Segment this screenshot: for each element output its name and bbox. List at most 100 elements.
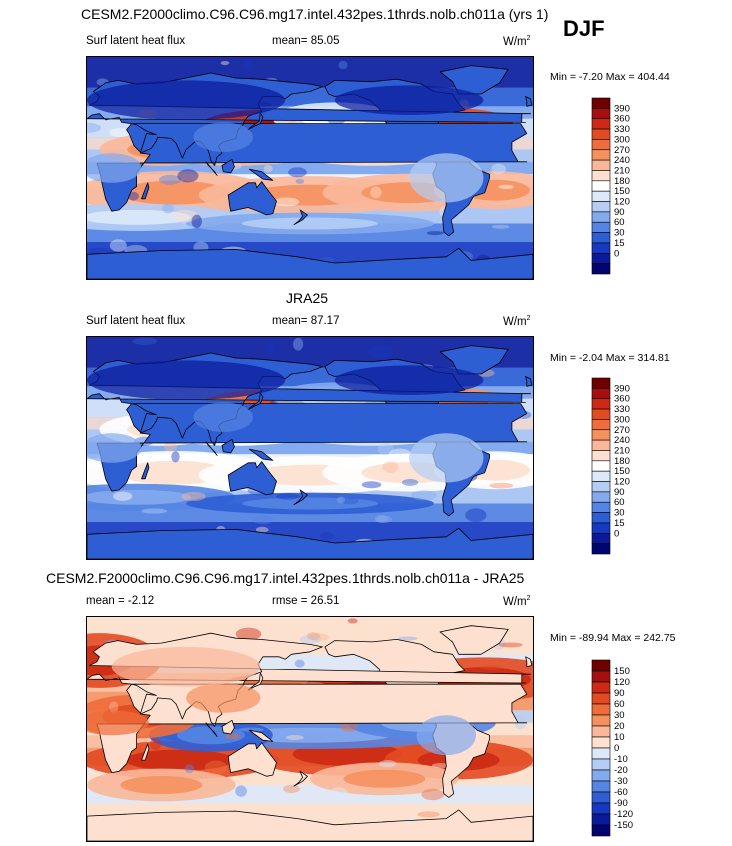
panel3-rmse-label: rmse = — [272, 595, 308, 607]
panel1-mean: mean= 85.05 — [272, 35, 339, 47]
panel3-coastline — [227, 742, 277, 777]
panel3-coastline — [247, 672, 264, 691]
panel3-mean: mean = -2.12 — [86, 595, 154, 607]
panel3-units: W/m2 — [503, 595, 531, 608]
panel1-colorbar-swatch — [591, 159, 611, 171]
panel1-coastline — [227, 181, 277, 216]
panel2-variable: Surf latent heat flux — [86, 315, 186, 327]
panel1-mean-label: mean= — [272, 35, 308, 47]
panel1-coastline — [141, 182, 150, 200]
panel2-colorbar-swatch — [591, 470, 611, 482]
panel3-mean-value: -2.12 — [127, 595, 155, 607]
panel3-coastline — [141, 743, 150, 761]
panel3-colorbar-label: -30 — [614, 776, 628, 787]
panel1-units: W/m2 — [503, 35, 531, 48]
panel2-coastline — [87, 352, 531, 492]
panel3-map-svg — [87, 617, 533, 841]
panel1-colorbar-swatch — [591, 211, 611, 223]
panel1-colorbar-label: 120 — [614, 197, 630, 208]
panel3-colorbar-swatch — [591, 703, 611, 716]
panel1-colorbar-swatch — [591, 128, 611, 140]
panel1-colorbar-label: 30 — [614, 228, 625, 239]
panel1-colorbar-label: 330 — [614, 124, 630, 135]
panel1-colorbar-label: 300 — [614, 134, 630, 145]
panel3-colorbar-swatch — [591, 769, 611, 782]
panel2-mean-label: mean= — [272, 315, 308, 327]
panel3-coastline — [87, 809, 533, 841]
panel3-colorbar-swatch — [591, 802, 611, 815]
panel2-colorbar: 390 360 330 300 270 240 210 180 150 120 90 60 30 15 0 — [591, 377, 652, 558]
panel3-mean-label: mean = — [86, 595, 125, 607]
panel2-colorbar-label: 15 — [614, 518, 625, 529]
panel3-units-text: W/m — [503, 595, 527, 608]
panel1-units-sup: 2 — [526, 35, 531, 42]
panel2-colorbar-label: 390 — [614, 383, 630, 394]
panel1-coastline — [248, 168, 274, 181]
panel3-title: CESM2.F2000climo.C96.C96.mg17.intel.432p… — [46, 570, 525, 586]
panel1-colorbar-swatch — [591, 190, 611, 202]
panel2-colorbar-label: 360 — [614, 394, 630, 405]
panel2-map — [86, 336, 534, 560]
panel2-colorbar-label: 150 — [614, 466, 630, 477]
panel1-coastline — [293, 209, 308, 226]
panel1-colorbar-label: 90 — [614, 207, 625, 218]
panel1-map — [86, 56, 534, 280]
panel3-coastline — [525, 656, 533, 668]
panel2-colorbar-swatch — [591, 522, 611, 534]
panel1-colorbar-label: 0 — [614, 248, 619, 259]
panel3-coastline — [248, 729, 274, 742]
panel2-colorbar-swatch — [591, 439, 611, 451]
panel1-colorbar-swatch — [591, 118, 611, 130]
panel1-colorbar-label: 360 — [614, 114, 630, 125]
panel3-colorbar-label: 30 — [614, 710, 625, 721]
panel1-coastline — [205, 161, 218, 176]
panel3-colorbar-swatch — [591, 681, 611, 694]
panel2-coastline — [248, 448, 274, 461]
panel1-minmax: Min = -7.20 Max = 404.44 — [550, 71, 670, 83]
panel1-coastline — [247, 112, 264, 131]
panel3-rmse: rmse = 26.51 — [272, 595, 339, 607]
panel3-colorbar-label: 20 — [614, 721, 625, 732]
panel2-colorbar-label: 330 — [614, 404, 630, 415]
panel2-colorbar-label: 120 — [614, 477, 630, 488]
panel3-minmax: Min = -89.94 Max = 242.75 — [550, 632, 676, 644]
panel2-colorbar-swatch — [591, 419, 611, 431]
panel1-colorbar-label: 15 — [614, 238, 625, 249]
panel1-units-text: W/m — [503, 35, 527, 48]
panel3-colorbar-label: 90 — [614, 688, 625, 699]
panel1-coastline — [221, 159, 235, 174]
panel2-colorbar-swatch — [591, 398, 611, 410]
panel3-colorbar-label: 120 — [614, 677, 630, 688]
panel2-title: JRA25 — [286, 290, 329, 306]
panel2-mean: mean= 87.17 — [272, 315, 339, 327]
panel3-rmse-value: 26.51 — [310, 595, 340, 607]
panel2-colorbar-swatch — [591, 429, 611, 441]
panel2-coastline — [227, 461, 277, 496]
panel3-colorbar-swatch — [591, 725, 611, 738]
panel1-colorbar-label: 60 — [614, 217, 625, 228]
panel1-mean-value: 85.05 — [310, 35, 340, 47]
panel1-colorbar-swatch — [591, 252, 611, 264]
panel1-colorbar: 390 360 330 300 270 240 210 180 150 120 90 60 30 15 0 — [591, 97, 652, 278]
panel3-coastline — [439, 625, 509, 655]
panel2-colorbar-label: 270 — [614, 425, 630, 436]
panel2-coastline — [221, 439, 235, 454]
panel3-colorbar-swatch — [591, 758, 611, 771]
panel3-colorbar-swatch — [591, 791, 611, 804]
panel1-map-svg — [87, 57, 533, 279]
panel2-coastline — [247, 392, 264, 411]
panel2-colorbar-swatch — [591, 450, 611, 462]
panel3-colorbar-label: -150 — [614, 820, 633, 831]
panel2-colorbar-swatch — [591, 388, 611, 400]
panel2-coastline — [141, 462, 150, 480]
panel3-colorbar-label: 60 — [614, 699, 625, 710]
panel2-colorbar-swatch — [591, 532, 611, 544]
panel2-colorbar-swatch — [591, 491, 611, 503]
panel1-colorbar-label: 180 — [614, 176, 630, 187]
panel2-colorbar-swatch — [591, 481, 611, 493]
panel1-colorbar-swatch — [591, 170, 611, 182]
panel2-map-svg — [87, 337, 533, 559]
panel1-coastline — [87, 247, 533, 279]
panel2-units: W/m2 — [503, 315, 531, 328]
panel2-colorbar-swatch — [591, 460, 611, 472]
